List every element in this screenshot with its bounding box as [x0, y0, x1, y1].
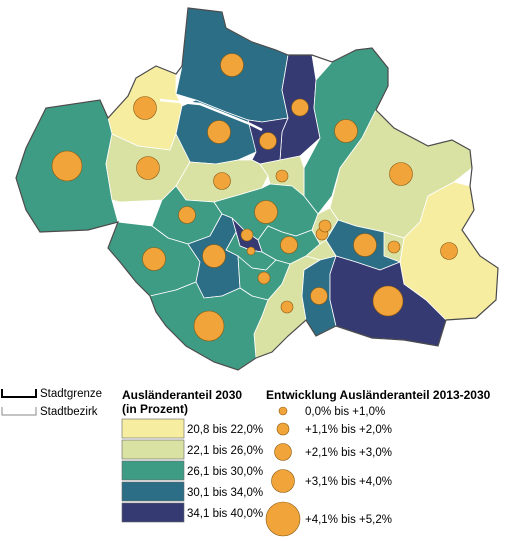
growth-circle-d-center-small: [275, 169, 289, 183]
growth-legend-circle-0: [278, 406, 288, 416]
share-label-0: 20,8 bis 22,0%: [187, 424, 263, 436]
share-swatch-4: [121, 502, 185, 523]
growth-circle-d-south-blue: [202, 244, 226, 268]
growth-label-0: 0,0% bis +1,0%: [305, 406, 385, 418]
legend: Stadtgrenze Stadtbezirk Ausländeranteil …: [1, 388, 491, 537]
city-boundary: [15, 7, 499, 371]
growth-circle-d-northeast: [334, 119, 358, 143]
growth-legend-circle-1: [276, 422, 290, 436]
growth-circle-d-southeast-blue: [310, 287, 328, 305]
growth-circle-d-center-east-light: [318, 219, 332, 233]
share-label-4: 34,1 bis 40,0%: [187, 508, 263, 520]
share-label-1: 22,1 bis 26,0%: [187, 445, 263, 457]
share-swatch-1: [121, 439, 185, 460]
district-map: [15, 7, 499, 371]
growth-circle-d-center-green3: [280, 236, 298, 254]
growth-circle-d-east-blue: [353, 233, 377, 257]
share-swatch-2: [121, 460, 185, 481]
boundary-legend: Stadtgrenze Stadtbezirk: [1, 388, 102, 418]
river: [159, 98, 263, 132]
share-legend-title: Ausländeranteil 2030: [122, 388, 242, 402]
growth-label-2: +2,1% bis +3,0%: [305, 447, 392, 459]
growth-circle-d-southwest-green: [142, 247, 166, 271]
growth-circle-d-west-light: [136, 156, 160, 180]
growth-legend-circle-3: [271, 469, 295, 493]
growth-legend-circle-2: [274, 443, 292, 461]
share-swatch-3: [121, 481, 185, 502]
growth-circle-d-south-green-small: [257, 271, 271, 285]
growth-circle-d-southeast-purple: [372, 285, 404, 317]
growth-label-1: +1,1% bis +2,0%: [305, 424, 392, 436]
growth-circle-d-center-green1: [178, 206, 196, 224]
share-label-2: 26,1 bis 30,0%: [187, 466, 263, 478]
growth-circle-d-core-small1: [246, 246, 256, 256]
growth-circle-d-far-west: [51, 150, 83, 182]
growth-circle-d-north-purple: [291, 98, 309, 117]
growth-circle-d-southeast-light: [440, 242, 458, 260]
growth-circle-d-east-light: [389, 162, 413, 186]
growth-circle-d-center-green2: [254, 200, 278, 224]
share-swatch-0: [121, 418, 185, 439]
share-legend: Ausländeranteil 2030 (in Prozent) 20,8 b…: [121, 388, 263, 523]
growth-circle-d-center-north-blue: [207, 120, 231, 144]
growth-label-4: +4,1% bis +5,2%: [305, 514, 392, 526]
growth-circle-d-east-small-light: [387, 240, 401, 254]
district-boundary-label: Stadtbezirk: [40, 406, 98, 418]
growth-circle-d-south-green: [193, 310, 225, 342]
growth-circle-d-core-purple: [240, 228, 254, 242]
growth-circle-d-center-north-purple: [259, 132, 277, 150]
growth-legend-title: Entwicklung Ausländeranteil 2013-2030: [266, 388, 491, 402]
city-boundary-symbol: [1, 389, 37, 398]
share-legend-subtitle: (in Prozent): [122, 402, 188, 416]
growth-circle-d-south-light: [280, 300, 294, 314]
growth-legend-circle-4: [265, 501, 301, 537]
growth-label-3: +3,1% bis +4,0%: [305, 476, 392, 488]
growth-circle-d-center-belt: [213, 172, 231, 190]
share-label-3: 30,1 bis 34,0%: [187, 487, 263, 499]
district-boundary-symbol: [1, 407, 37, 416]
city-boundary-label: Stadtgrenze: [40, 388, 102, 400]
growth-circle-d-nw-north: [220, 53, 244, 77]
growth-circle-d-west-yellow: [133, 96, 157, 120]
growth-legend: Entwicklung Ausländeranteil 2013-2030 0,…: [265, 388, 491, 537]
